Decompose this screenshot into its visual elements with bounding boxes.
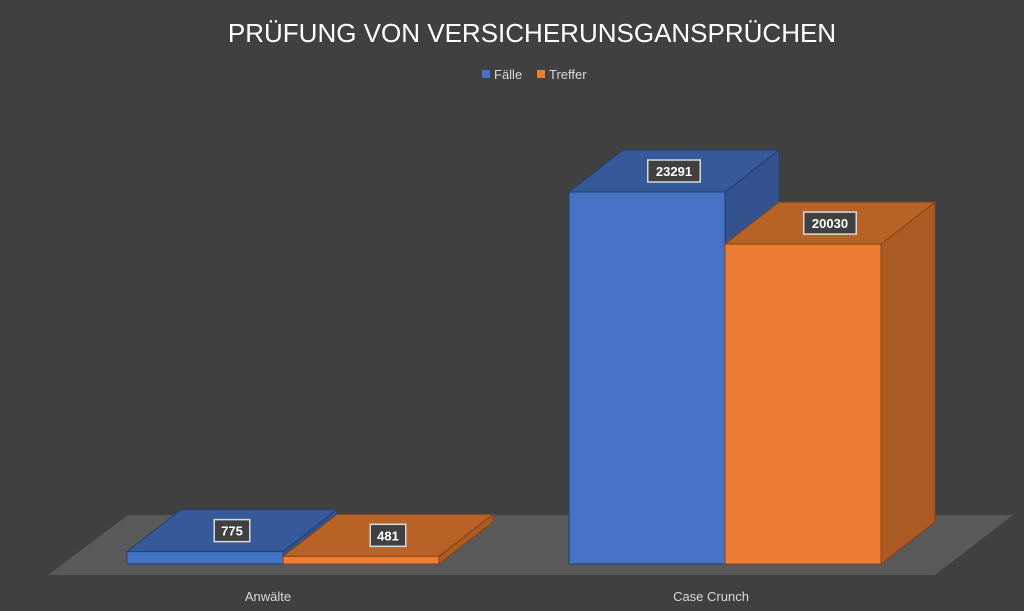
data-label-box (647, 159, 701, 183)
data-label-box (803, 211, 857, 235)
legend: Fälle Treffer (482, 67, 587, 82)
data-label-text: 775 (221, 524, 243, 539)
data-label-box (369, 523, 407, 548)
legend-swatch-treffer (537, 70, 545, 78)
data-labels-group: 775 481 23291 20030 (213, 159, 857, 548)
category-label-anwaelte: Anwälte (245, 589, 291, 604)
data-label-treffer-1: 20030 (803, 211, 857, 235)
data-label-faelle-0: 775 (213, 518, 251, 543)
data-label-box (213, 518, 251, 543)
data-label-text: 481 (377, 528, 399, 543)
chart-title: PRÜFUNG VON VERSICHERUNSGANSPRÜCHEN (228, 18, 836, 48)
legend-label-treffer: Treffer (549, 67, 587, 82)
data-label-treffer-0: 481 (369, 523, 407, 548)
bar-side (880, 201, 936, 566)
bar-front (724, 243, 882, 565)
data-label-text: 20030 (812, 216, 848, 231)
bar-front (126, 551, 284, 565)
data-label-text: 23291 (656, 164, 692, 179)
legend-label-faelle: Fälle (494, 67, 522, 82)
data-label-faelle-1: 23291 (647, 159, 701, 183)
bar-front (568, 191, 726, 565)
legend-swatch-faelle (482, 70, 490, 78)
category-label-case-crunch: Case Crunch (673, 589, 749, 604)
bar-front (282, 555, 440, 565)
bar-treffer-1 (723, 201, 937, 566)
